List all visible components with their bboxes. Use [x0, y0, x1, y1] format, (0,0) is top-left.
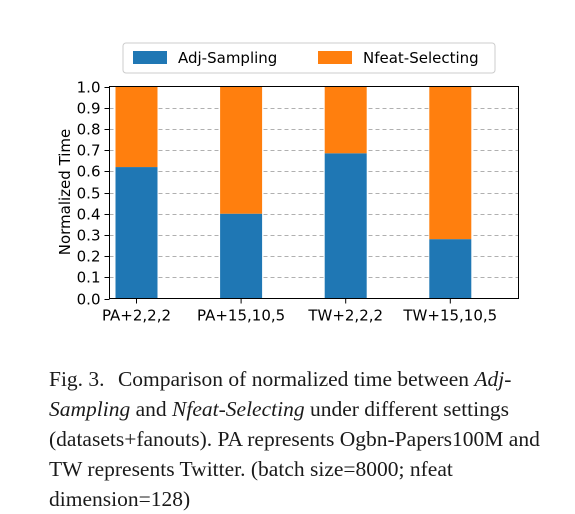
caption-text-3: under different settings (datasets+fanou…: [49, 397, 540, 511]
x-tick-label: TW+2,2,2: [307, 307, 383, 325]
bar-nfeat-selecting: [324, 86, 367, 154]
y-tick-label: 0.5: [77, 185, 101, 203]
bars: [115, 86, 472, 299]
bar-adj-sampling: [324, 153, 367, 299]
legend-swatch-nfeat-selecting: [318, 51, 352, 64]
legend-label-adj-sampling: Adj-Sampling: [178, 49, 277, 67]
y-tick-label: 0.1: [77, 269, 101, 287]
y-tick-label: 0.4: [77, 206, 101, 224]
y-tick-label: 0.9: [77, 100, 101, 118]
y-axis-label: Normalized Time: [56, 129, 74, 256]
bar-nfeat-selecting: [220, 86, 263, 214]
y-tick-label: 0.6: [77, 163, 101, 181]
legend-frame: [122, 42, 496, 74]
y-ticks: 0.0 0.1 0.2 0.3 0.4 0.5 0.6 0.7 0.8 0.9 1.0: [77, 79, 110, 309]
caption-term-adj-sampling: Adj-Sampling: [49, 367, 512, 421]
bar-nfeat-selecting: [115, 86, 158, 168]
bar-nfeat-selecting: [429, 86, 472, 240]
caption-term-nfeat-selecting: Nfeat-Selecting: [172, 397, 305, 421]
figure-caption: Fig. 3. Comparison of normalized time be…: [49, 364, 549, 514]
stacked-bar-chart: Adj-Sampling Nfeat-Selecting Normalized …: [56, 42, 519, 325]
axes: [109, 86, 519, 299]
gridlines: [109, 108, 519, 278]
x-ticks: PA+2,2,2 PA+15,10,5 TW+2,2,2 TW+15,10,5: [102, 298, 497, 325]
plot-frame: [109, 86, 519, 299]
figure-label: Fig. 3.: [49, 367, 105, 391]
x-tick-label: TW+15,10,5: [402, 307, 497, 325]
x-tick-label: PA+2,2,2: [102, 307, 171, 325]
y-tick-label: 0.2: [77, 248, 101, 266]
y-tick-label: 1.0: [77, 79, 101, 97]
legend-swatch-adj-sampling: [133, 51, 167, 64]
bar-adj-sampling: [429, 239, 472, 299]
legend-label-nfeat-selecting: Nfeat-Selecting: [363, 49, 479, 67]
bar-adj-sampling: [220, 213, 263, 299]
y-tick-label: 0.3: [77, 227, 101, 245]
legend: Adj-Sampling Nfeat-Selecting: [122, 42, 496, 74]
caption-text-2: and: [135, 397, 167, 421]
x-tick-label: PA+15,10,5: [197, 307, 285, 325]
y-tick-label: 0.8: [77, 121, 101, 139]
y-tick-label: 0.0: [77, 291, 101, 309]
caption-text-1: Comparison of normalized time between: [117, 367, 470, 391]
y-tick-label: 0.7: [77, 142, 101, 160]
bar-adj-sampling: [115, 167, 158, 299]
